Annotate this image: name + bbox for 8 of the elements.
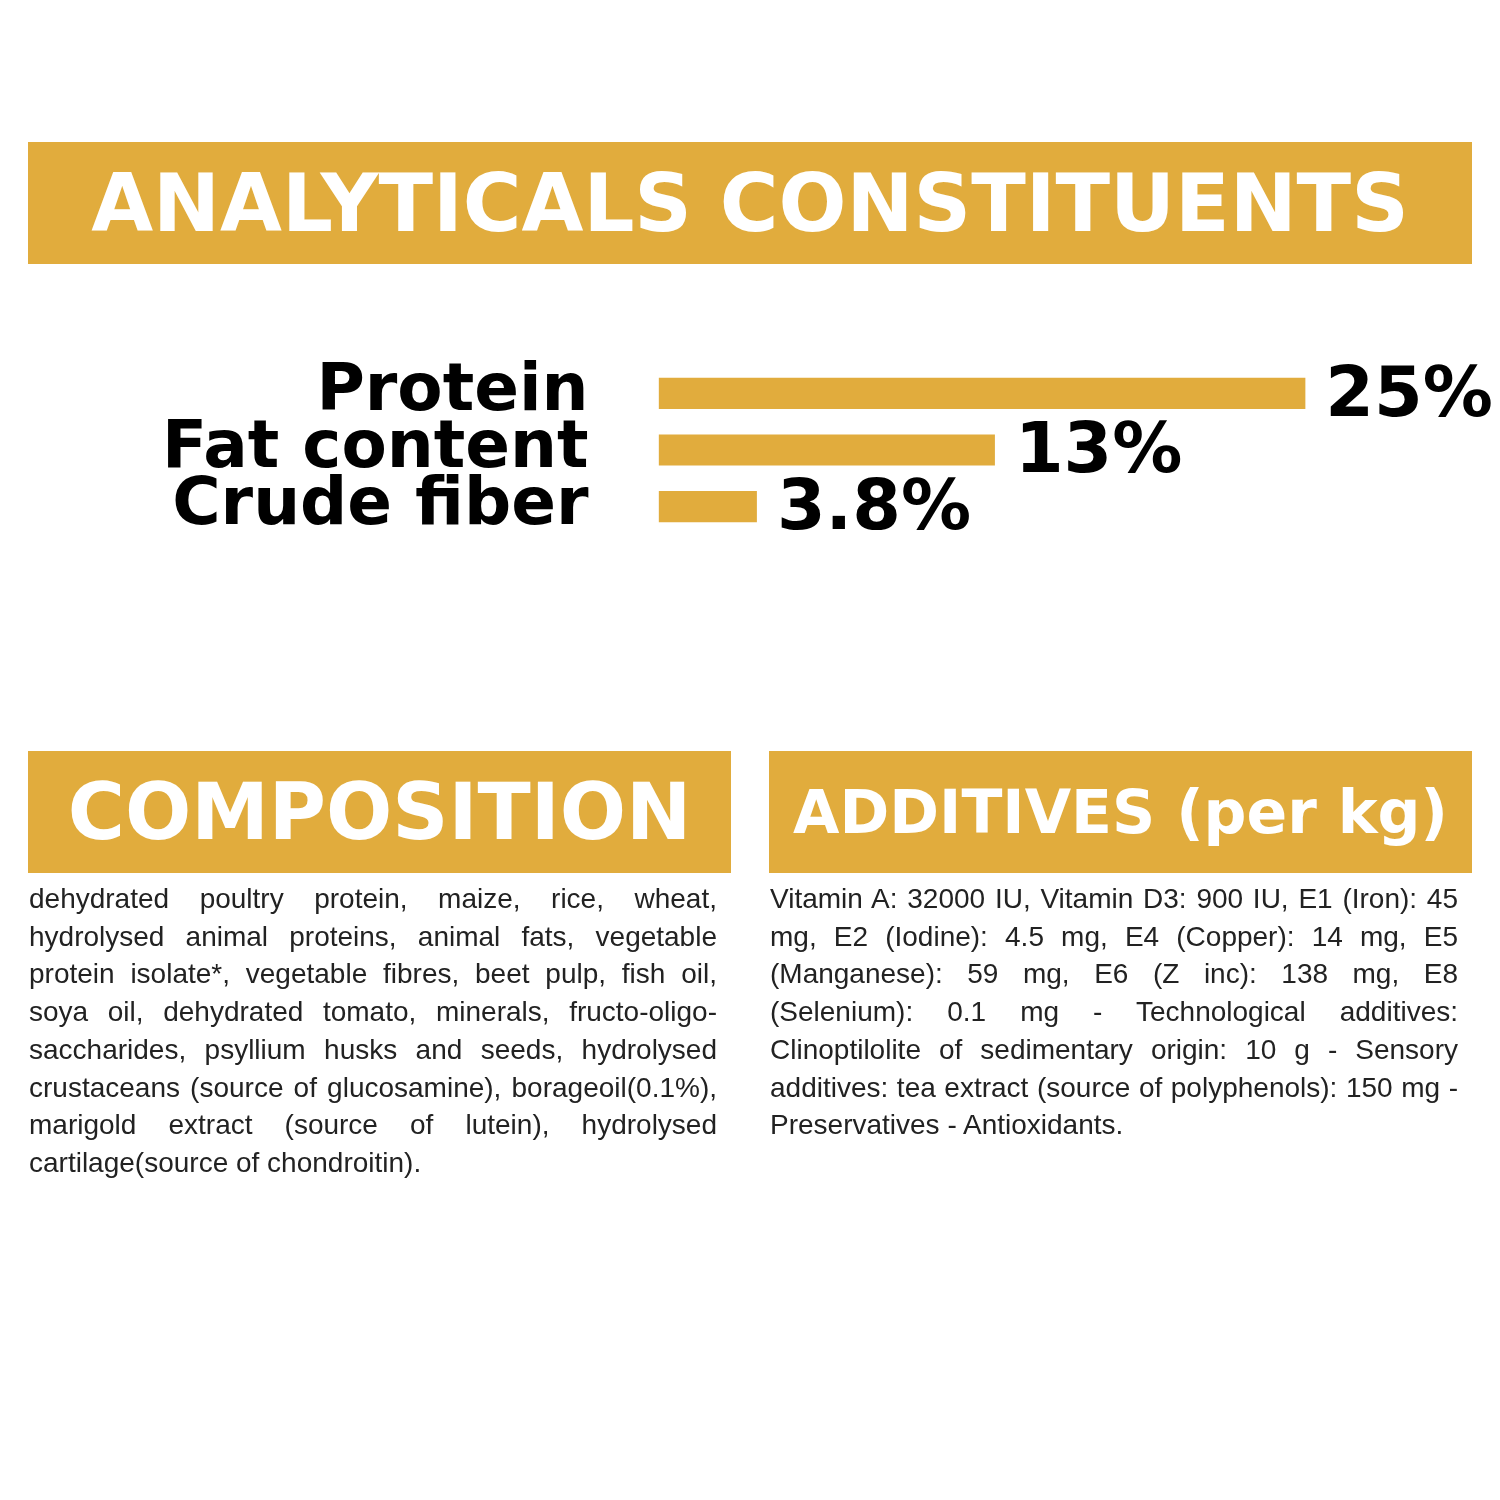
data-label: 25% bbox=[1325, 350, 1493, 433]
data-label: 13% bbox=[1014, 407, 1183, 490]
text: Vitamin A: 32000 IU, Vitamin D3: 900 IU, E1 (Iron): 45 mg, E2 (Iodine): 4.5 mg, E4 (Copper): 14 mg, E5 (Manganese): 59 mg, E6 (Z inc): 138 mg, E8 (Selenium): 0.1 mg - Technological additives: Clinoptilolite of sedimentary origin: 10 g - Sensory additives: tea extract (source of polyphenols): 150 mg - Preservatives - Antioxidants. bbox=[770, 883, 1458, 1141]
text: COMPOSITION bbox=[67, 767, 692, 857]
chart-title: ANALYTICALS CONSTITUENTS bbox=[28, 142, 1472, 264]
text: ADDITIVES (per kg) bbox=[793, 777, 1448, 847]
data-label: 3.8% bbox=[776, 463, 972, 546]
text: dehydrated poultry protein, maize, rice, wheat, hydrolysed animal proteins, animal fats, vegetable protein isolate*, vegetable fibres, beet pulp, fish oil, soya oil, dehydrated tomato, minerals, fructo-oligo-saccharides, psyllium husks and seeds, hydrolysed crustaceans (source of glucosamine), borageoil(0.1%), marigold extract (source of lutein), hydrolysed cartilage(source of chondroitin). bbox=[29, 883, 717, 1178]
